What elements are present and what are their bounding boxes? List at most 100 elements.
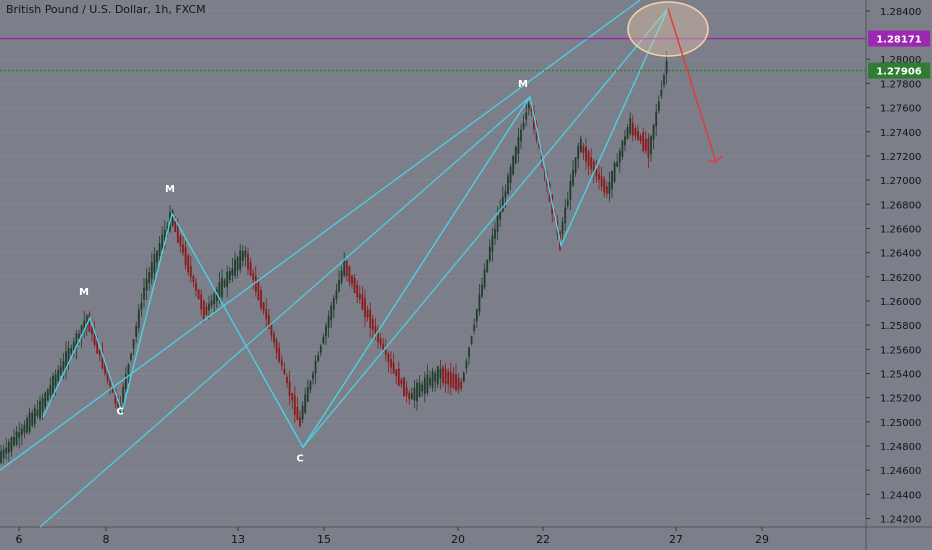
candle-body	[319, 345, 322, 353]
candle-body	[96, 336, 99, 354]
candle-body	[234, 259, 236, 276]
candle-body	[483, 269, 486, 288]
candle-body	[356, 284, 359, 297]
candle-body	[522, 122, 525, 129]
candle-body	[364, 298, 366, 318]
candle-body	[2, 449, 5, 458]
candle-body	[387, 353, 390, 363]
candle-body	[566, 199, 569, 206]
candle-body	[517, 136, 520, 154]
wave-label: C	[116, 407, 123, 418]
candle-body	[124, 374, 127, 390]
candle-body	[236, 257, 239, 271]
candle-body	[218, 282, 221, 301]
y-tick-label: 1.25000	[880, 418, 921, 429]
candle-body	[491, 235, 494, 252]
candle-body	[257, 282, 260, 301]
candle-body	[494, 228, 496, 239]
candle-body	[213, 294, 216, 305]
candle-body	[317, 355, 320, 362]
candle-body	[33, 408, 36, 425]
candle-body	[166, 225, 169, 232]
candle-body	[104, 361, 106, 374]
candle-body	[603, 178, 606, 193]
candle-body	[309, 381, 312, 390]
candle-body	[91, 326, 93, 334]
candle-body	[85, 315, 88, 328]
x-tick-label: 13	[231, 533, 245, 546]
candle-body	[13, 437, 15, 446]
candle-body	[473, 324, 476, 331]
y-tick-label: 1.26200	[880, 273, 921, 284]
y-tick-label: 1.24400	[880, 490, 921, 501]
candle-body	[465, 361, 468, 369]
candle-body	[70, 348, 73, 354]
y-tick-label: 1.28000	[880, 55, 921, 66]
candle-body	[283, 369, 286, 375]
price-tag	[868, 30, 930, 47]
candle-body	[616, 161, 619, 167]
wave-label: C	[296, 454, 303, 465]
y-tick-label: 1.26800	[880, 200, 921, 211]
candle-body	[429, 377, 431, 386]
candle-body	[377, 328, 379, 343]
candle-body	[158, 243, 161, 257]
y-tick-label: 1.27200	[880, 152, 921, 163]
candle-body	[192, 276, 195, 283]
candle-body	[629, 117, 632, 134]
candle-body	[195, 282, 197, 291]
candle-body	[343, 259, 346, 276]
candle-body	[223, 280, 226, 287]
candle-body	[488, 246, 491, 261]
candle-body	[579, 138, 582, 152]
candle-body	[304, 394, 307, 413]
candle-body	[369, 309, 372, 328]
candle-body	[189, 266, 192, 277]
candle-body	[535, 124, 538, 141]
candle-body	[426, 374, 429, 394]
y-tick-label: 1.26400	[880, 249, 921, 260]
candle-body	[23, 424, 26, 433]
candle-body	[182, 244, 184, 253]
candle-body	[65, 351, 67, 371]
candle-body	[600, 175, 603, 187]
candle-body	[371, 319, 374, 330]
candle-body	[44, 392, 47, 408]
candle-body	[408, 392, 411, 400]
candle-body	[595, 167, 598, 177]
candle-body	[117, 400, 119, 408]
candle-body	[179, 235, 182, 247]
y-tick-label: 1.24200	[880, 515, 921, 526]
candle-body	[530, 104, 533, 112]
candle-body	[98, 349, 101, 356]
candle-body	[405, 387, 408, 396]
candle-body	[621, 140, 624, 157]
candle-body	[663, 75, 665, 86]
candle-body	[327, 316, 330, 328]
candle-body	[340, 270, 343, 283]
candle-body	[187, 255, 190, 273]
candle-body	[379, 338, 382, 345]
candle-body	[226, 271, 229, 288]
candle-body	[202, 300, 205, 319]
candle-body	[78, 333, 80, 339]
candle-body	[75, 333, 78, 349]
candle-body	[176, 223, 179, 243]
candle-body	[585, 146, 587, 162]
candle-body	[507, 175, 509, 195]
candle-body	[228, 271, 231, 281]
candle-body	[15, 431, 18, 445]
candle-body	[36, 409, 39, 416]
candle-body	[260, 290, 262, 308]
candle-body	[67, 347, 70, 364]
projection-arrowhead	[708, 155, 723, 163]
candle-body	[52, 375, 54, 395]
candle-body	[434, 373, 437, 382]
y-tick-label: 1.24800	[880, 442, 921, 453]
candle-body	[390, 359, 392, 368]
candle-body	[644, 138, 647, 151]
candle-body	[611, 170, 613, 190]
candle-body	[301, 405, 304, 420]
candle-body	[642, 132, 645, 152]
candle-body	[665, 61, 668, 74]
